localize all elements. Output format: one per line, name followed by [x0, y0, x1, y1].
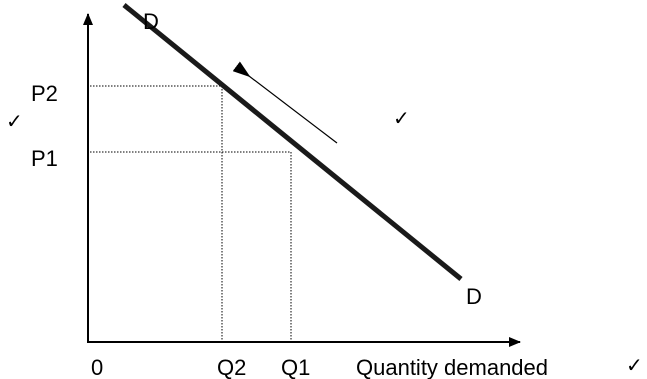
- price-p1-label: P1: [31, 146, 58, 171]
- price-p2-label: P2: [31, 81, 58, 106]
- quantity-q1-label: Q1: [281, 355, 310, 379]
- check-mark-left: ✓: [6, 109, 23, 133]
- origin-label: 0: [91, 355, 103, 379]
- demand-label-top: D: [143, 9, 159, 34]
- quantity-q2-label: Q2: [217, 355, 246, 379]
- movement-arrow: [232, 61, 338, 144]
- check-mark-axis: ✓: [626, 353, 643, 377]
- demand-curve: [122, 3, 463, 281]
- demand-label-bottom: D: [466, 284, 482, 309]
- check-mark-middle: ✓: [393, 106, 410, 130]
- x-axis-label: Quantity demanded: [356, 355, 548, 379]
